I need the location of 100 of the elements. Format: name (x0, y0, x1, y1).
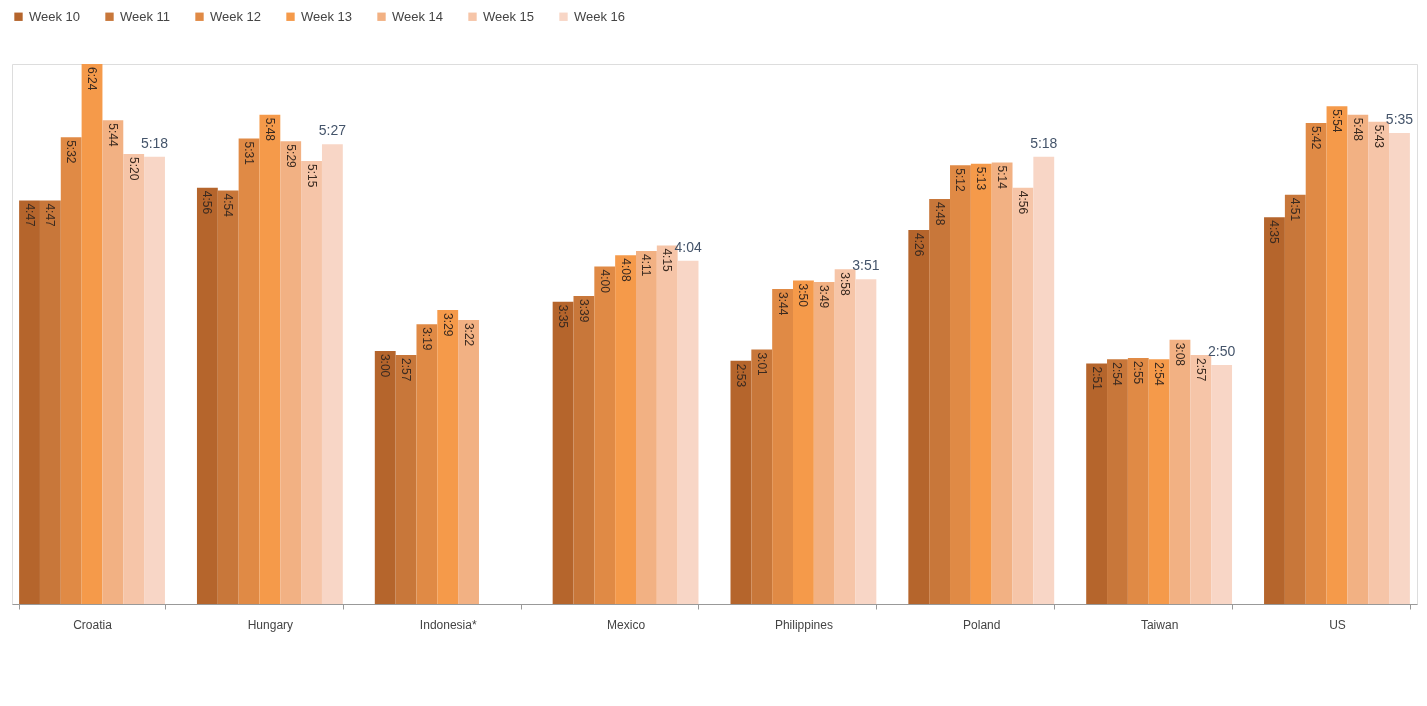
data-label: 5:42 (1309, 126, 1324, 150)
data-label: 4:47 (43, 203, 58, 228)
data-label: 5:14 (995, 165, 1010, 190)
bar (594, 266, 616, 604)
bar (1190, 355, 1212, 604)
bar (39, 200, 61, 604)
data-label: 5:29 (283, 144, 298, 169)
data-label: 3:29 (440, 313, 455, 337)
data-label: 4:15 (660, 248, 675, 273)
data-label: 2:53 (733, 363, 748, 388)
bar (1033, 156, 1055, 604)
data-label: 5:20 (126, 157, 141, 181)
bar (1127, 357, 1149, 604)
bar (437, 310, 459, 604)
data-label: 5:27 (318, 122, 347, 139)
data-label: 5:31 (242, 141, 257, 166)
bar (751, 349, 773, 604)
data-label: 5:15 (304, 164, 319, 188)
legend-label: Week 15 (483, 8, 535, 24)
data-label: 4:00 (597, 269, 612, 294)
data-label: 5:18 (140, 134, 169, 151)
data-label: 5:35 (1385, 110, 1414, 127)
legend-label: Week 16 (574, 8, 626, 24)
bar (834, 269, 856, 604)
data-label: 2:54 (1110, 362, 1125, 386)
bar (991, 162, 1013, 604)
legend-label: Week 14 (392, 8, 444, 24)
data-label: 3:00 (378, 353, 393, 378)
data-label: 4:51 (1288, 197, 1303, 222)
bar (573, 296, 595, 604)
data-label: 3:58 (838, 272, 853, 296)
data-label: 5:54 (1329, 109, 1344, 133)
data-label: 2:54 (1152, 362, 1167, 386)
bar (458, 319, 479, 604)
data-label: 6:24 (85, 67, 100, 91)
data-label: 5:32 (64, 140, 79, 164)
data-label: 3:44 (775, 292, 790, 316)
data-label: 5:48 (1350, 117, 1365, 142)
bar (416, 324, 438, 604)
bar (144, 156, 165, 604)
data-label: 3:51 (852, 257, 880, 274)
bar (677, 260, 699, 604)
bar (19, 200, 40, 604)
data-label: 3:50 (796, 283, 811, 308)
bar (217, 190, 239, 604)
bar (1389, 132, 1410, 604)
legend-label: Week 12 (210, 8, 262, 24)
bar (772, 289, 794, 604)
data-label: 3:39 (576, 299, 591, 323)
x-tick-label: US (1329, 617, 1346, 632)
bar (552, 301, 574, 604)
data-label: 3:22 (461, 322, 476, 347)
bar (1211, 364, 1233, 604)
data-label: 2:50 (1208, 342, 1236, 359)
legend-label: Week 13 (301, 8, 353, 24)
bar (950, 165, 971, 604)
bar (238, 138, 260, 604)
bar (395, 355, 417, 604)
data-label: 2:51 (1089, 366, 1104, 391)
data-label: 3:19 (419, 327, 434, 351)
bar (123, 154, 145, 604)
data-label: 4:08 (618, 258, 633, 282)
legend-label: Week 10 (29, 8, 81, 24)
data-label: 5:13 (974, 166, 989, 191)
bar (196, 187, 218, 604)
bar (929, 199, 951, 604)
bar (635, 251, 657, 604)
bar (259, 114, 281, 604)
bar (301, 161, 322, 604)
bar (1107, 359, 1128, 604)
data-label: 5:12 (953, 168, 968, 192)
bar (1326, 106, 1348, 604)
bar (970, 163, 992, 604)
bar (60, 137, 82, 604)
x-tick-label: Philippines (774, 617, 833, 632)
data-label: 5:43 (1371, 124, 1386, 149)
data-label: 5:48 (262, 117, 277, 142)
bar (1284, 194, 1306, 604)
data-label: 4:54 (221, 193, 236, 218)
x-tick-label: Mexico (607, 617, 646, 632)
data-label: 4:35 (1267, 220, 1282, 244)
bar (615, 255, 636, 604)
bar (81, 64, 103, 604)
bar (855, 279, 877, 604)
x-tick-label: Poland (963, 617, 1001, 632)
bar (793, 280, 814, 604)
bar (1169, 339, 1191, 604)
bar (908, 229, 930, 604)
data-label: 4:48 (932, 202, 947, 226)
data-label: 4:47 (22, 203, 37, 228)
bar (1086, 363, 1108, 604)
data-label: 4:04 (674, 238, 702, 255)
data-label: 4:56 (200, 190, 215, 215)
bar (1347, 114, 1369, 604)
data-label: 3:08 (1172, 342, 1187, 367)
data-label: 3:49 (817, 284, 832, 309)
x-tick-label: Taiwan (1140, 617, 1179, 632)
data-label: 4:11 (639, 254, 654, 277)
bar (1305, 123, 1327, 604)
x-tick-label: Hungary (247, 617, 294, 632)
